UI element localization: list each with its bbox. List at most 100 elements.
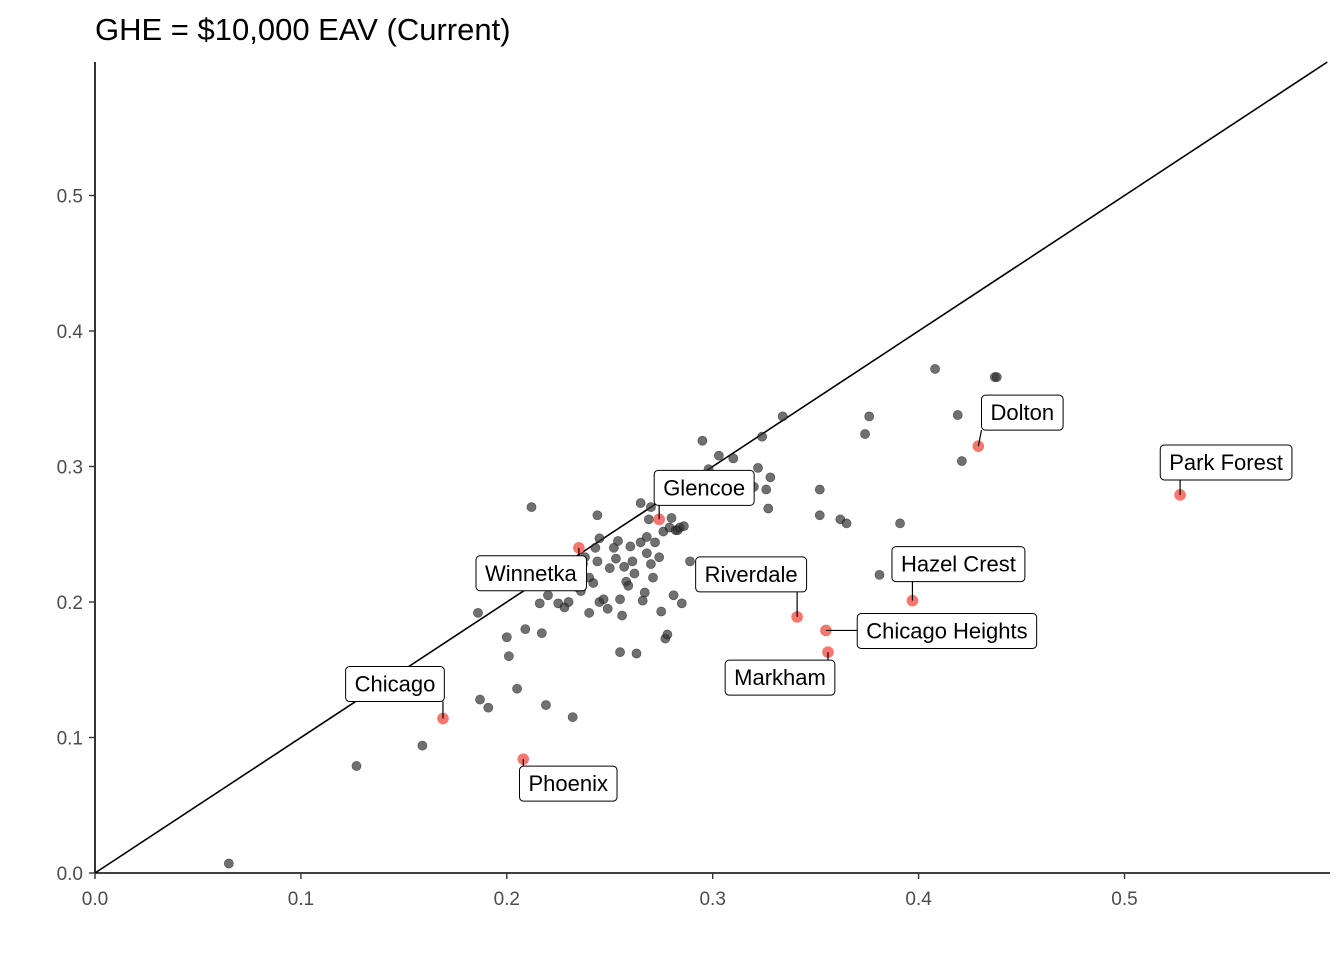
data-point [757, 431, 768, 442]
point-label-phoenix: Phoenix [519, 765, 618, 802]
data-point [952, 410, 963, 420]
x-tick-label: 0.4 [905, 889, 932, 910]
data-point [592, 556, 603, 567]
point-label-text: Chicago [355, 672, 436, 697]
point-label-text: Winnetka [485, 561, 577, 586]
data-point [753, 462, 763, 473]
point-label-box [891, 546, 1026, 583]
point-label-dolton: Dolton [981, 394, 1064, 431]
data-point [639, 587, 650, 598]
y-tick-label: 0.0 [57, 864, 83, 885]
data-point [520, 624, 531, 634]
point-label-chicago-heights: Chicago Heights [856, 612, 1038, 649]
data-point [503, 651, 514, 662]
data-point [475, 694, 485, 705]
data-point [615, 594, 625, 605]
data-point [615, 647, 625, 658]
point-labels: Dolton Park Forest Glencoe Winnetka Riverdal… [345, 394, 1293, 802]
data-point [678, 521, 689, 532]
point-label-box [724, 659, 836, 696]
data-point [483, 702, 494, 713]
y-tick-label: 0.1 [57, 729, 83, 750]
data-point [629, 568, 640, 579]
data-point [417, 740, 428, 751]
data-point [676, 598, 687, 609]
data-point [991, 372, 1002, 382]
data-point [635, 537, 646, 548]
data-point [930, 364, 940, 374]
point-label-glencoe: Glencoe [653, 469, 755, 506]
data-point [895, 518, 905, 529]
data-point [473, 607, 483, 618]
x-tick-label: 0.3 [699, 889, 725, 910]
data-point [697, 435, 708, 446]
point-label-winnetka: Winnetka [475, 555, 587, 592]
data-point [666, 513, 677, 523]
data-point [598, 594, 609, 605]
point-label-box [475, 555, 587, 592]
data-points [223, 364, 1186, 869]
data-point [728, 453, 739, 464]
data-point [623, 580, 634, 591]
point-label-chicago: Chicago [345, 666, 445, 703]
data-point [874, 570, 885, 580]
data-point [956, 456, 967, 466]
point-label-text: Chicago Heights [866, 618, 1027, 643]
point-label-box [981, 394, 1064, 431]
point-label-box [1159, 444, 1293, 481]
data-point [534, 598, 545, 609]
data-point [541, 700, 551, 710]
data-point [814, 510, 825, 521]
data-point [761, 484, 772, 495]
data-point [631, 648, 642, 659]
data-point [860, 429, 870, 439]
y-tick-label: 0.3 [57, 458, 83, 479]
point-label-text: Riverdale [705, 562, 798, 587]
data-point [592, 510, 603, 521]
point-label-box [856, 612, 1038, 649]
data-point [512, 683, 522, 694]
data-point [763, 503, 774, 514]
data-point [611, 553, 621, 564]
point-label-box [695, 556, 808, 593]
data-point [685, 556, 695, 567]
data-point [223, 858, 234, 869]
point-label-text: Dolton [991, 400, 1055, 425]
point-label-text: Glencoe [663, 475, 745, 500]
data-point [637, 595, 648, 606]
data-point [641, 548, 652, 559]
data-point [617, 610, 628, 621]
point-label-text: Hazel Crest [901, 552, 1016, 577]
data-point [864, 411, 875, 422]
label-leader-line [977, 430, 983, 447]
data-point [543, 590, 553, 601]
data-point [841, 518, 852, 529]
data-point [643, 514, 654, 525]
data-point [602, 603, 613, 614]
data-point [765, 472, 776, 483]
x-tick-label: 0.1 [288, 889, 314, 910]
data-point [777, 411, 788, 422]
data-point [594, 533, 605, 544]
data-point [351, 761, 362, 771]
data-point [619, 561, 630, 572]
x-tick-label: 0.0 [82, 889, 108, 910]
data-point [604, 563, 615, 574]
data-point [613, 536, 623, 546]
data-point [584, 607, 595, 618]
data-point [567, 712, 578, 723]
data-point [646, 559, 656, 569]
data-point [654, 552, 665, 563]
data-point [501, 632, 512, 643]
point-label-text: Markham [734, 665, 826, 690]
data-point [648, 572, 658, 583]
data-point [814, 484, 825, 495]
point-label-park-forest: Park Forest [1159, 444, 1293, 481]
chart-title: GHE = $10,000 EAV (Current) [95, 12, 511, 47]
point-label-box [519, 765, 618, 802]
x-tick-label: 0.2 [494, 889, 520, 910]
data-point [662, 629, 673, 640]
data-point [713, 450, 724, 461]
data-point [668, 590, 679, 601]
